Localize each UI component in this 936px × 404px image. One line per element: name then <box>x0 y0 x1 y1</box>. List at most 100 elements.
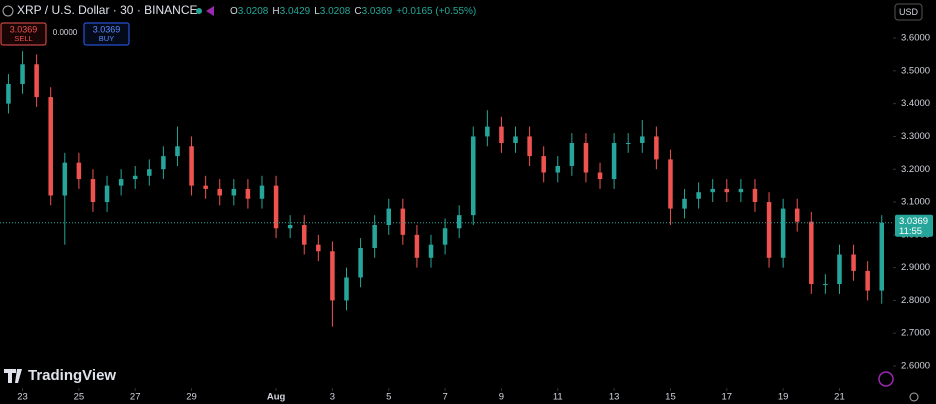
spread: 0.0000 <box>53 28 78 37</box>
candle-body <box>6 83 11 104</box>
ohlc-header: O3.0208 H3.0429 L3.0208 C3.0369 +0.0165 (+0.… <box>230 6 476 17</box>
candle-body <box>147 169 152 176</box>
plot-area: 2.60002.70002.80002.90003.00003.10003.20… <box>0 33 933 403</box>
candle-body <box>330 251 335 301</box>
candle-body <box>132 175 138 180</box>
candle-body <box>175 146 180 157</box>
candle-body <box>471 136 476 216</box>
y-tick-label: 3.6000 <box>901 33 930 44</box>
candle-body <box>245 188 251 199</box>
candle-body <box>752 188 758 203</box>
candle-body <box>273 185 279 229</box>
candle-body <box>823 284 828 286</box>
sell-price: 3.0369 <box>10 24 38 34</box>
y-tick-label: 2.9000 <box>901 262 930 273</box>
buy-label: BUY <box>99 34 114 43</box>
candle-body <box>386 208 392 225</box>
ohlc-value: 3.0369 <box>362 6 393 17</box>
candle-body <box>344 277 349 301</box>
candle-body <box>724 188 730 193</box>
x-tick-label: 5 <box>386 392 391 403</box>
candle-body <box>358 247 363 278</box>
candle-body <box>583 142 589 173</box>
candle-body <box>682 198 687 209</box>
candle-body <box>569 142 575 166</box>
candle-body <box>654 136 659 160</box>
x-tick-label: 23 <box>17 392 28 403</box>
candle-body <box>541 156 546 173</box>
x-tick-label: 15 <box>665 392 676 403</box>
candle-body <box>879 222 884 291</box>
sell-label: SELL <box>14 34 32 43</box>
candle-body <box>794 208 800 222</box>
candle-body <box>485 126 490 137</box>
ohlc-value: 3.0429 <box>280 6 311 17</box>
candle-body <box>62 162 68 196</box>
x-tick-label: Aug <box>267 392 286 403</box>
candle-body <box>456 215 462 229</box>
x-tick-label: 13 <box>609 392 620 403</box>
candle-body <box>597 172 603 180</box>
last-price-tag <box>895 214 933 237</box>
candle-body <box>189 146 194 186</box>
candle-body <box>738 188 744 193</box>
candle-body <box>442 228 448 245</box>
currency: USD <box>899 7 919 17</box>
candle-body <box>625 142 631 144</box>
assistant-icon[interactable] <box>878 371 894 387</box>
candle-body <box>780 208 786 258</box>
x-tick-label: 27 <box>130 392 141 403</box>
candle-body <box>301 224 307 245</box>
candle-body <box>555 165 561 173</box>
candle-body <box>34 64 39 98</box>
candle-body <box>640 136 645 143</box>
y-tick-label: 3.5000 <box>901 65 930 76</box>
candle-body <box>76 162 82 180</box>
candle-body <box>400 208 406 235</box>
candle-body <box>696 192 701 199</box>
x-tick-label: 7 <box>442 392 447 403</box>
candle-body <box>527 136 532 157</box>
countdown: 11:55 <box>899 226 922 237</box>
ohlc-key: O <box>230 6 238 17</box>
sell-button[interactable] <box>0 22 47 46</box>
candle-body <box>372 224 377 248</box>
candle-body <box>259 185 265 199</box>
currency-button[interactable] <box>894 3 923 21</box>
candle-body <box>513 136 518 143</box>
x-tick-label: 9 <box>499 392 504 403</box>
x-tick-label: 29 <box>186 392 197 403</box>
x-tick-label: 21 <box>834 392 845 403</box>
candle-body <box>90 179 96 203</box>
candle-body <box>217 188 222 196</box>
status-dot <box>196 8 202 14</box>
chart-title: XRP / U.S. Dollar · 30 · BINANCE <box>17 3 198 17</box>
x-tick-label: 25 <box>74 392 85 403</box>
x-tick-label: 17 <box>722 392 733 403</box>
candle-body <box>809 221 814 285</box>
candle-body <box>837 254 842 285</box>
buy-button[interactable] <box>83 22 130 46</box>
candle-body <box>865 270 870 291</box>
symbol-icon[interactable] <box>2 5 14 17</box>
ohlc-value: 3.0208 <box>238 6 269 17</box>
candle-body <box>231 188 237 196</box>
x-tick-label: 3 <box>330 392 335 403</box>
y-tick-label: 2.7000 <box>901 328 930 339</box>
x-tick-label: 19 <box>778 392 789 403</box>
candle-body <box>316 244 321 252</box>
candle-body <box>48 97 53 196</box>
y-tick-label: 3.4000 <box>901 98 930 109</box>
candle-body <box>161 156 166 170</box>
candle-body <box>414 234 420 258</box>
candle-body <box>851 254 856 271</box>
settings-icon[interactable] <box>909 392 919 402</box>
candle-body <box>766 202 772 258</box>
buy-price: 3.0369 <box>93 24 121 34</box>
candle-body <box>668 159 673 209</box>
candle-body <box>118 179 124 186</box>
indicator-icon[interactable] <box>206 6 214 16</box>
